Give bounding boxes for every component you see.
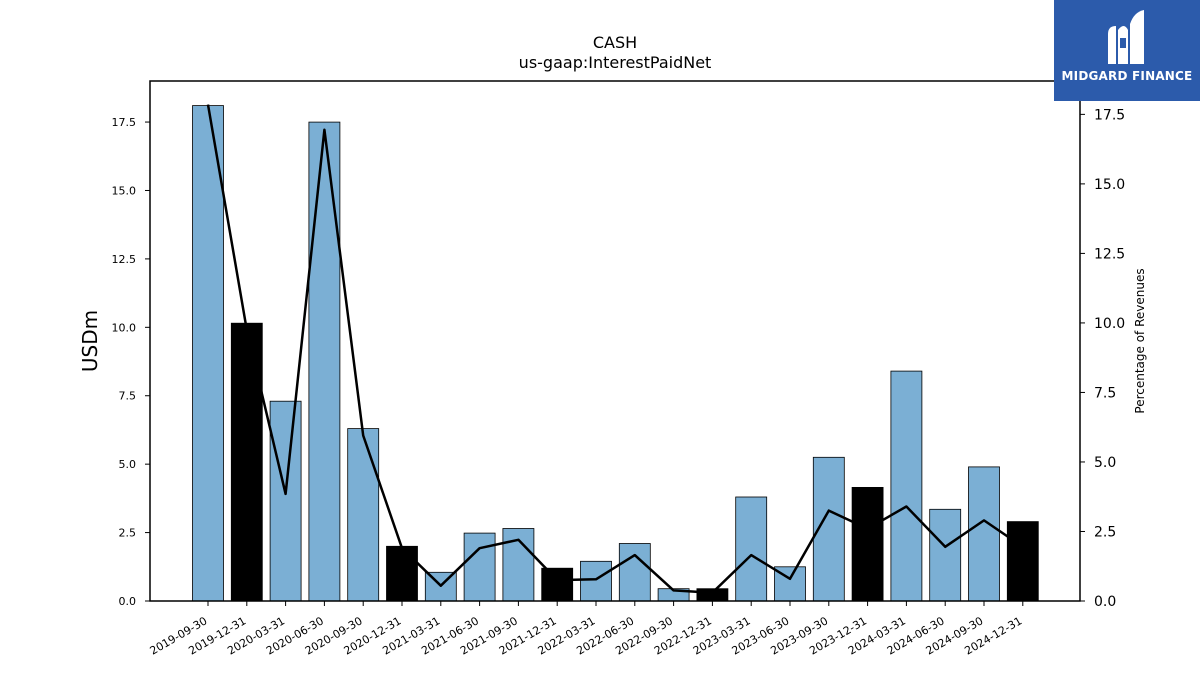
right-tick-label: 15.0: [1094, 177, 1125, 193]
line-series-group: [206, 104, 1024, 594]
y2-axis-label: Percentage of Revenues: [1133, 268, 1147, 413]
bar-2022-06-30: [618, 543, 651, 602]
bar-2021-12-31: [541, 567, 574, 602]
bar-2022-12-31: [696, 588, 729, 602]
right-tick-label: 0.0: [1094, 594, 1116, 610]
chart-subtitle: us-gaap:InterestPaidNet: [519, 53, 712, 72]
bar-2023-03-31: [735, 496, 768, 602]
bar-2020-09-30: [347, 428, 380, 602]
right-tick-label: 17.5: [1094, 107, 1125, 123]
right-tick-label: 12.5: [1094, 246, 1125, 262]
left-tick-label: 0.0: [119, 595, 137, 608]
bar-2024-06-30: [929, 508, 962, 602]
bar-2021-06-30: [463, 532, 496, 602]
right-tick-label: 7.5: [1094, 385, 1116, 401]
line-series: [206, 104, 1024, 594]
bar-2019-09-30: [192, 105, 224, 602]
bar-2024-03-31: [890, 370, 923, 602]
bar-2019-12-31: [230, 322, 263, 602]
left-tick-label: 7.5: [119, 390, 137, 403]
chart-title: CASH: [593, 33, 637, 52]
right-tick-label: 2.5: [1094, 524, 1116, 540]
bars-group: [192, 105, 1039, 602]
logo-mark-icon: [1108, 10, 1144, 64]
left-axis: 0.0 2.5 5.0 7.5 10.0 12.5 15.0 17.5: [112, 116, 150, 608]
plot-frame: [149, 80, 1081, 602]
bar-2023-12-31: [851, 486, 884, 602]
logo: MIDGARD FINANCE: [1054, 0, 1200, 101]
bar-2020-03-31: [269, 400, 302, 602]
bar-2024-09-30: [968, 466, 1000, 602]
right-axis: 0.0 2.5 5.0 7.5 10.0 12.5 15.0 17.5: [1080, 107, 1125, 610]
logo-text: MIDGARD FINANCE: [1061, 69, 1193, 83]
bar-2020-12-31: [386, 545, 418, 602]
left-tick-label: 10.0: [112, 321, 137, 334]
right-tick-label: 10.0: [1094, 316, 1125, 332]
right-tick-label: 5.0: [1094, 455, 1116, 471]
left-tick-label: 5.0: [119, 458, 137, 471]
bar-2024-12-31: [1006, 521, 1039, 602]
bar-2022-03-31: [580, 560, 612, 602]
left-tick-label: 12.5: [112, 253, 137, 266]
x-axis: 2019-09-302019-12-312020-03-312020-06-30…: [148, 601, 1024, 658]
left-tick-label: 17.5: [112, 116, 137, 129]
y-axis-label: USDm: [78, 310, 102, 372]
bar-2020-06-30: [308, 121, 341, 602]
left-tick-label: 15.0: [112, 184, 137, 197]
left-tick-label: 2.5: [119, 527, 137, 540]
